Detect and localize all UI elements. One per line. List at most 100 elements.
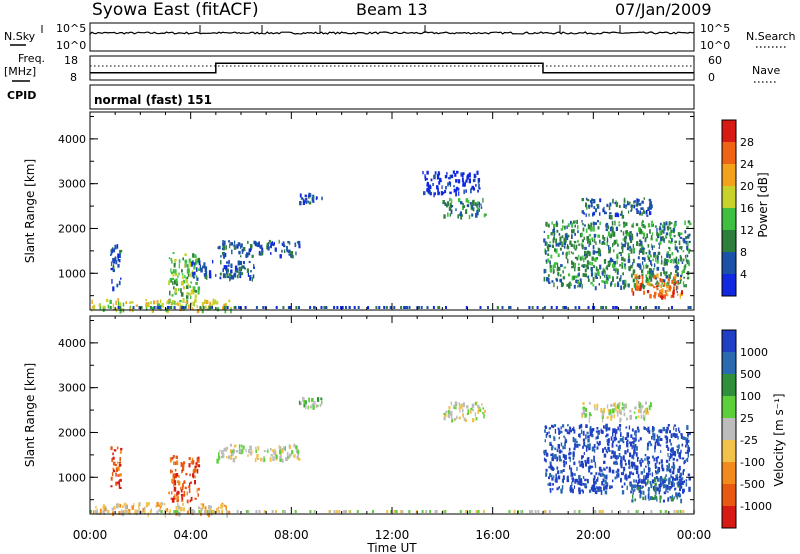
echo-cell — [611, 231, 614, 237]
echo-cell — [181, 306, 184, 309]
echo-cell — [613, 461, 616, 465]
echo-cell — [578, 510, 581, 513]
echo-cell — [643, 475, 645, 480]
echo-cell — [210, 306, 213, 309]
echo-cell — [589, 431, 593, 437]
echo-cell — [572, 438, 575, 443]
echo-cell — [279, 458, 282, 462]
echo-cell — [580, 429, 583, 434]
echo-cell — [582, 455, 584, 458]
echo-cell — [646, 481, 649, 485]
echo-cell — [574, 248, 577, 251]
echo-cell — [603, 425, 605, 429]
echo-cell — [471, 403, 475, 408]
echo-cell — [630, 434, 633, 438]
echo-cell — [682, 489, 684, 493]
echo-cell — [393, 306, 396, 309]
echo-cell — [647, 462, 650, 467]
echo-cell — [586, 459, 588, 464]
echo-cell — [656, 486, 658, 491]
echo-cell — [603, 453, 607, 458]
echo-cell — [656, 254, 658, 259]
echo-cell — [420, 306, 423, 309]
echo-cell — [147, 512, 149, 518]
echo-cell — [280, 453, 282, 457]
echo-cell — [178, 475, 180, 478]
echo-cell — [194, 475, 196, 479]
echo-cell — [671, 280, 674, 284]
echo-cell — [608, 466, 611, 469]
echo-cell — [174, 493, 176, 499]
echo-cell — [309, 405, 312, 409]
echo-cell — [197, 268, 201, 271]
echo-cell — [253, 263, 255, 269]
echo-cell — [621, 256, 624, 261]
echo-cell — [632, 244, 634, 249]
echo-cell — [463, 189, 465, 195]
echo-cell — [620, 456, 622, 460]
echo-cell — [660, 284, 663, 288]
echo-cell — [669, 248, 671, 252]
echo-cell — [654, 306, 657, 309]
echo-cell — [679, 277, 682, 280]
echo-cell — [597, 476, 599, 480]
echo-cell — [125, 301, 127, 304]
echo-cell — [572, 220, 575, 224]
echo-cell — [603, 460, 605, 463]
echo-cell — [204, 510, 206, 513]
echo-cell — [200, 507, 203, 511]
echo-cell — [470, 188, 472, 194]
echo-cell — [584, 273, 587, 278]
echo-cell — [263, 456, 265, 459]
echo-cell — [582, 476, 585, 479]
echo-cell — [437, 187, 439, 193]
echo-cell — [606, 404, 609, 409]
echo-cell — [182, 484, 184, 488]
echo-cell — [478, 178, 480, 182]
echo-cell — [680, 433, 683, 436]
echo-cell — [675, 269, 678, 274]
echo-cell — [561, 450, 563, 453]
echo-cell — [656, 280, 658, 283]
echo-cell — [241, 265, 244, 269]
echo-cell — [336, 510, 339, 513]
echo-cell — [615, 204, 618, 208]
echo-cell — [288, 455, 291, 459]
echo-cell — [651, 232, 654, 236]
echo-cell — [669, 259, 672, 264]
echo-cell — [618, 224, 621, 227]
echo-cell — [279, 449, 282, 455]
echo-cell — [562, 225, 564, 228]
echo-cell — [593, 233, 596, 238]
echo-cell — [653, 275, 656, 280]
echo-cell — [300, 197, 304, 200]
echo-cell — [272, 449, 275, 452]
echo-cell — [687, 473, 691, 477]
echo-cell — [641, 279, 644, 284]
echo-cell — [550, 254, 553, 259]
echo-cell — [433, 174, 436, 180]
echo-cell — [607, 260, 610, 264]
echo-cell — [183, 481, 186, 484]
echo-cell — [282, 241, 285, 246]
echo-cell — [160, 502, 163, 506]
echo-cell — [198, 487, 200, 491]
echo-cell — [275, 454, 278, 459]
colorbar-segment — [722, 164, 736, 186]
echo-cell — [178, 505, 181, 510]
echo-cell — [606, 224, 609, 229]
echo-cell — [236, 510, 239, 513]
echo-cell — [244, 267, 246, 270]
echo-cell — [196, 277, 199, 281]
echo-cell — [644, 306, 647, 309]
echo-cell — [560, 426, 562, 430]
echo-cell — [641, 261, 644, 265]
echo-cell — [578, 478, 580, 482]
echo-cell — [644, 457, 646, 461]
echo-cell — [579, 257, 582, 260]
echo-cell — [614, 405, 617, 411]
echo-cell — [254, 457, 257, 463]
echo-cell — [586, 265, 589, 270]
echo-cell — [659, 295, 662, 299]
